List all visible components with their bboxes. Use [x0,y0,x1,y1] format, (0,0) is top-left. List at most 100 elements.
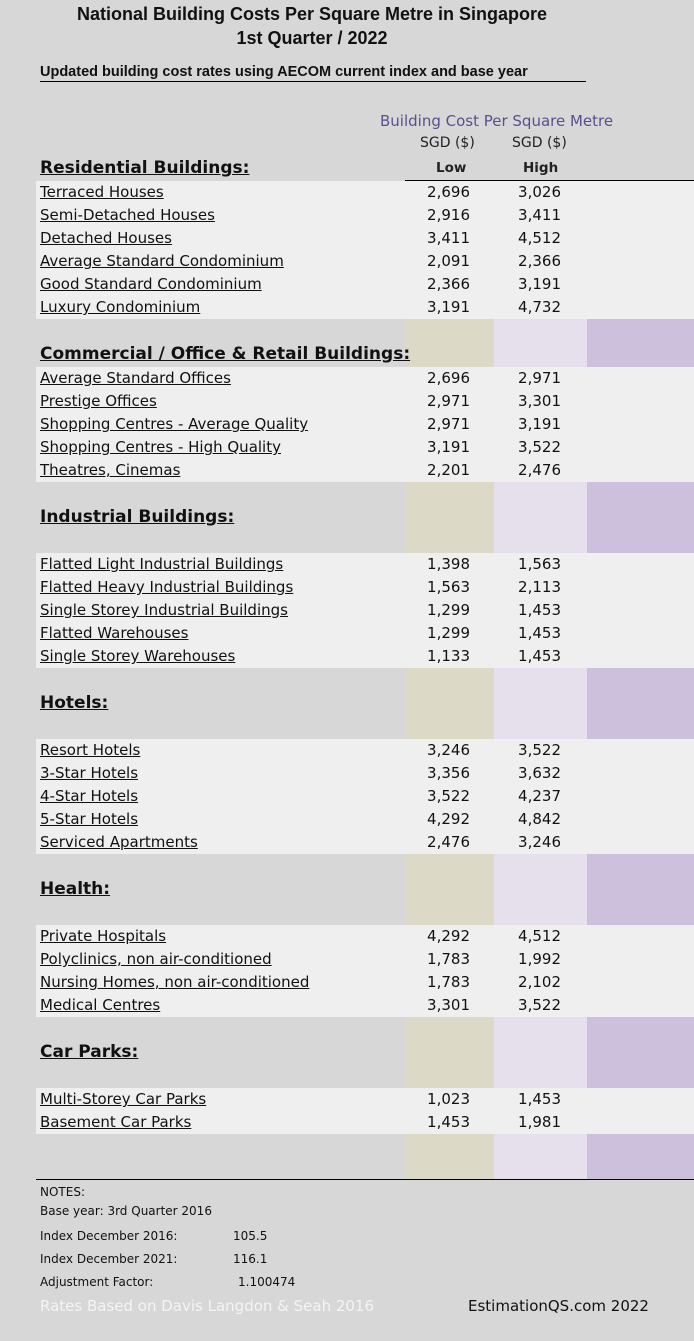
building-type-link[interactable]: Polyclinics, non air-conditioned [40,950,272,968]
building-type-link[interactable]: Shopping Centres - High Quality [40,438,281,456]
building-type-link[interactable]: Single Storey Warehouses [40,647,236,665]
section-title: Car Parks: [40,1042,139,1062]
building-type-link[interactable]: Flatted Warehouses [40,624,189,642]
table-row: Polyclinics, non air-conditioned 1,783 1,9… [0,948,694,971]
building-type-link[interactable]: Flatted Heavy Industrial Buildings [40,578,294,596]
high-cost-value: 4,842 [518,810,561,828]
high-cost-value: 3,191 [518,275,561,293]
high-cost-value: 3,522 [518,996,561,1014]
high-cost-value: 3,246 [518,833,561,851]
high-cost-value: 2,476 [518,461,561,479]
notes-heading: NOTES: [40,1185,85,1199]
table-row: Basement Car Parks 1,453 1,981 [0,1111,694,1134]
low-cost-value: 2,696 [427,183,470,201]
building-type-link[interactable]: Medical Centres [40,996,161,1014]
building-type-link[interactable]: Average Standard Offices [40,369,231,387]
notes-divider [36,1179,694,1180]
high-cost-value: 3,411 [518,206,561,224]
building-type-link[interactable]: Semi-Detached Houses [40,206,215,224]
table-row: Detached Houses 3,411 4,512 [0,227,694,250]
page-title-quarter: 1st Quarter / 2022 [236,28,388,48]
high-cost-value: 1,453 [518,601,561,619]
high-cost-value: 1,563 [518,555,561,573]
table-row: Nursing Homes, non air-conditioned 1,783 2… [0,971,694,994]
table-row: Resort Hotels 3,246 3,522 [0,739,694,762]
high-cost-value: 4,512 [518,927,561,945]
high-cost-value: 3,191 [518,415,561,433]
low-cost-value: 2,201 [427,461,470,479]
low-cost-value: 2,971 [427,392,470,410]
adjustment-factor-label: Adjustment Factor: [40,1275,154,1289]
high-cost-value: 4,512 [518,229,561,247]
site-credit: EstimationQS.com 2022 [468,1297,649,1315]
table-row: Single Storey Industrial Buildings 1,299 1… [0,599,694,622]
low-cost-value: 1,783 [427,973,470,991]
section-title: Commercial / Office & Retail Buildings: [40,344,411,364]
high-cost-value: 4,732 [518,298,561,316]
low-cost-value: 1,398 [427,555,470,573]
high-cost-value: 1,981 [518,1113,561,1131]
low-cost-value: 4,292 [427,927,470,945]
header-divider [405,180,694,181]
table-row: Single Storey Warehouses 1,133 1,453 [0,645,694,668]
building-type-link[interactable]: 4-Star Hotels [40,787,139,805]
building-type-link[interactable]: Nursing Homes, non air-conditioned [40,973,310,991]
building-type-link[interactable]: 5-Star Hotels [40,810,139,828]
section-row-band [36,367,694,482]
building-type-link[interactable]: Prestige Offices [40,392,157,410]
section-title: Hotels: [40,693,109,713]
currency-high-header: SGD ($) [512,135,567,151]
low-cost-value: 1,023 [427,1090,470,1108]
low-cost-value: 1,299 [427,624,470,642]
low-cost-value: 2,696 [427,369,470,387]
high-cost-value: 1,453 [518,624,561,642]
building-type-link[interactable]: Multi-Storey Car Parks [40,1090,207,1108]
building-type-link[interactable]: Terraced Houses [40,183,164,201]
index-2016-label: Index December 2016: [40,1229,178,1243]
building-type-link[interactable]: Private Hospitals [40,927,167,945]
high-cost-value: 2,971 [518,369,561,387]
building-type-link[interactable]: Theatres, Cinemas [40,461,181,479]
page-title: National Building Costs Per Square Metre… [76,4,548,24]
building-type-link[interactable]: Serviced Apartments [40,833,198,851]
building-type-link[interactable]: Shopping Centres - Average Quality [40,415,309,433]
low-cost-value: 3,191 [427,298,470,316]
table-row: Terraced Houses 2,696 3,026 [0,181,694,204]
building-type-link[interactable]: Basement Car Parks [40,1113,192,1131]
table-row: 4-Star Hotels 3,522 4,237 [0,785,694,808]
building-type-link[interactable]: 3-Star Hotels [40,764,139,782]
table-row: Shopping Centres - Average Quality 2,971 3… [0,413,694,436]
building-type-link[interactable]: Detached Houses [40,229,172,247]
low-cost-value: 1,563 [427,578,470,596]
source-credit: Rates Based on Davis Langdon & Seah 2016 [40,1297,375,1315]
low-cost-value: 3,356 [427,764,470,782]
low-cost-value: 3,301 [427,996,470,1014]
low-cost-value: 2,366 [427,275,470,293]
building-type-link[interactable]: Flatted Light Industrial Buildings [40,555,284,573]
high-cost-value: 3,632 [518,764,561,782]
building-type-link[interactable]: Luxury Condominium [40,298,201,316]
low-cost-value: 3,246 [427,741,470,759]
low-cost-value: 4,292 [427,810,470,828]
notes-base-year: Base year: 3rd Quarter 2016 [40,1204,212,1218]
page-subtitle: Updated building cost rates using AECOM … [40,64,586,82]
building-type-link[interactable]: Single Storey Industrial Buildings [40,601,288,619]
section-row-band [36,181,694,319]
table-row: Serviced Apartments 2,476 3,246 [0,831,694,854]
index-2021-value: 116.1 [233,1252,268,1266]
high-cost-value: 3,026 [518,183,561,201]
building-type-link[interactable]: Good Standard Condominium [40,275,262,293]
table-row: Semi-Detached Houses 2,916 3,411 [0,204,694,227]
high-cost-value: 3,522 [518,438,561,456]
high-header: High [523,160,559,176]
table-row: 3-Star Hotels 3,356 3,632 [0,762,694,785]
high-cost-value: 4,237 [518,787,561,805]
building-type-link[interactable]: Average Standard Condominium [40,252,284,270]
section-title: Health: [40,879,111,899]
high-column-background-footer [494,1133,587,1179]
table-row: Medical Centres 3,301 3,522 [0,994,694,1017]
building-type-link[interactable]: Resort Hotels [40,741,141,759]
index-2021-label: Index December 2021: [40,1252,178,1266]
section-row-band [36,553,694,668]
table-row: Flatted Warehouses 1,299 1,453 [0,622,694,645]
